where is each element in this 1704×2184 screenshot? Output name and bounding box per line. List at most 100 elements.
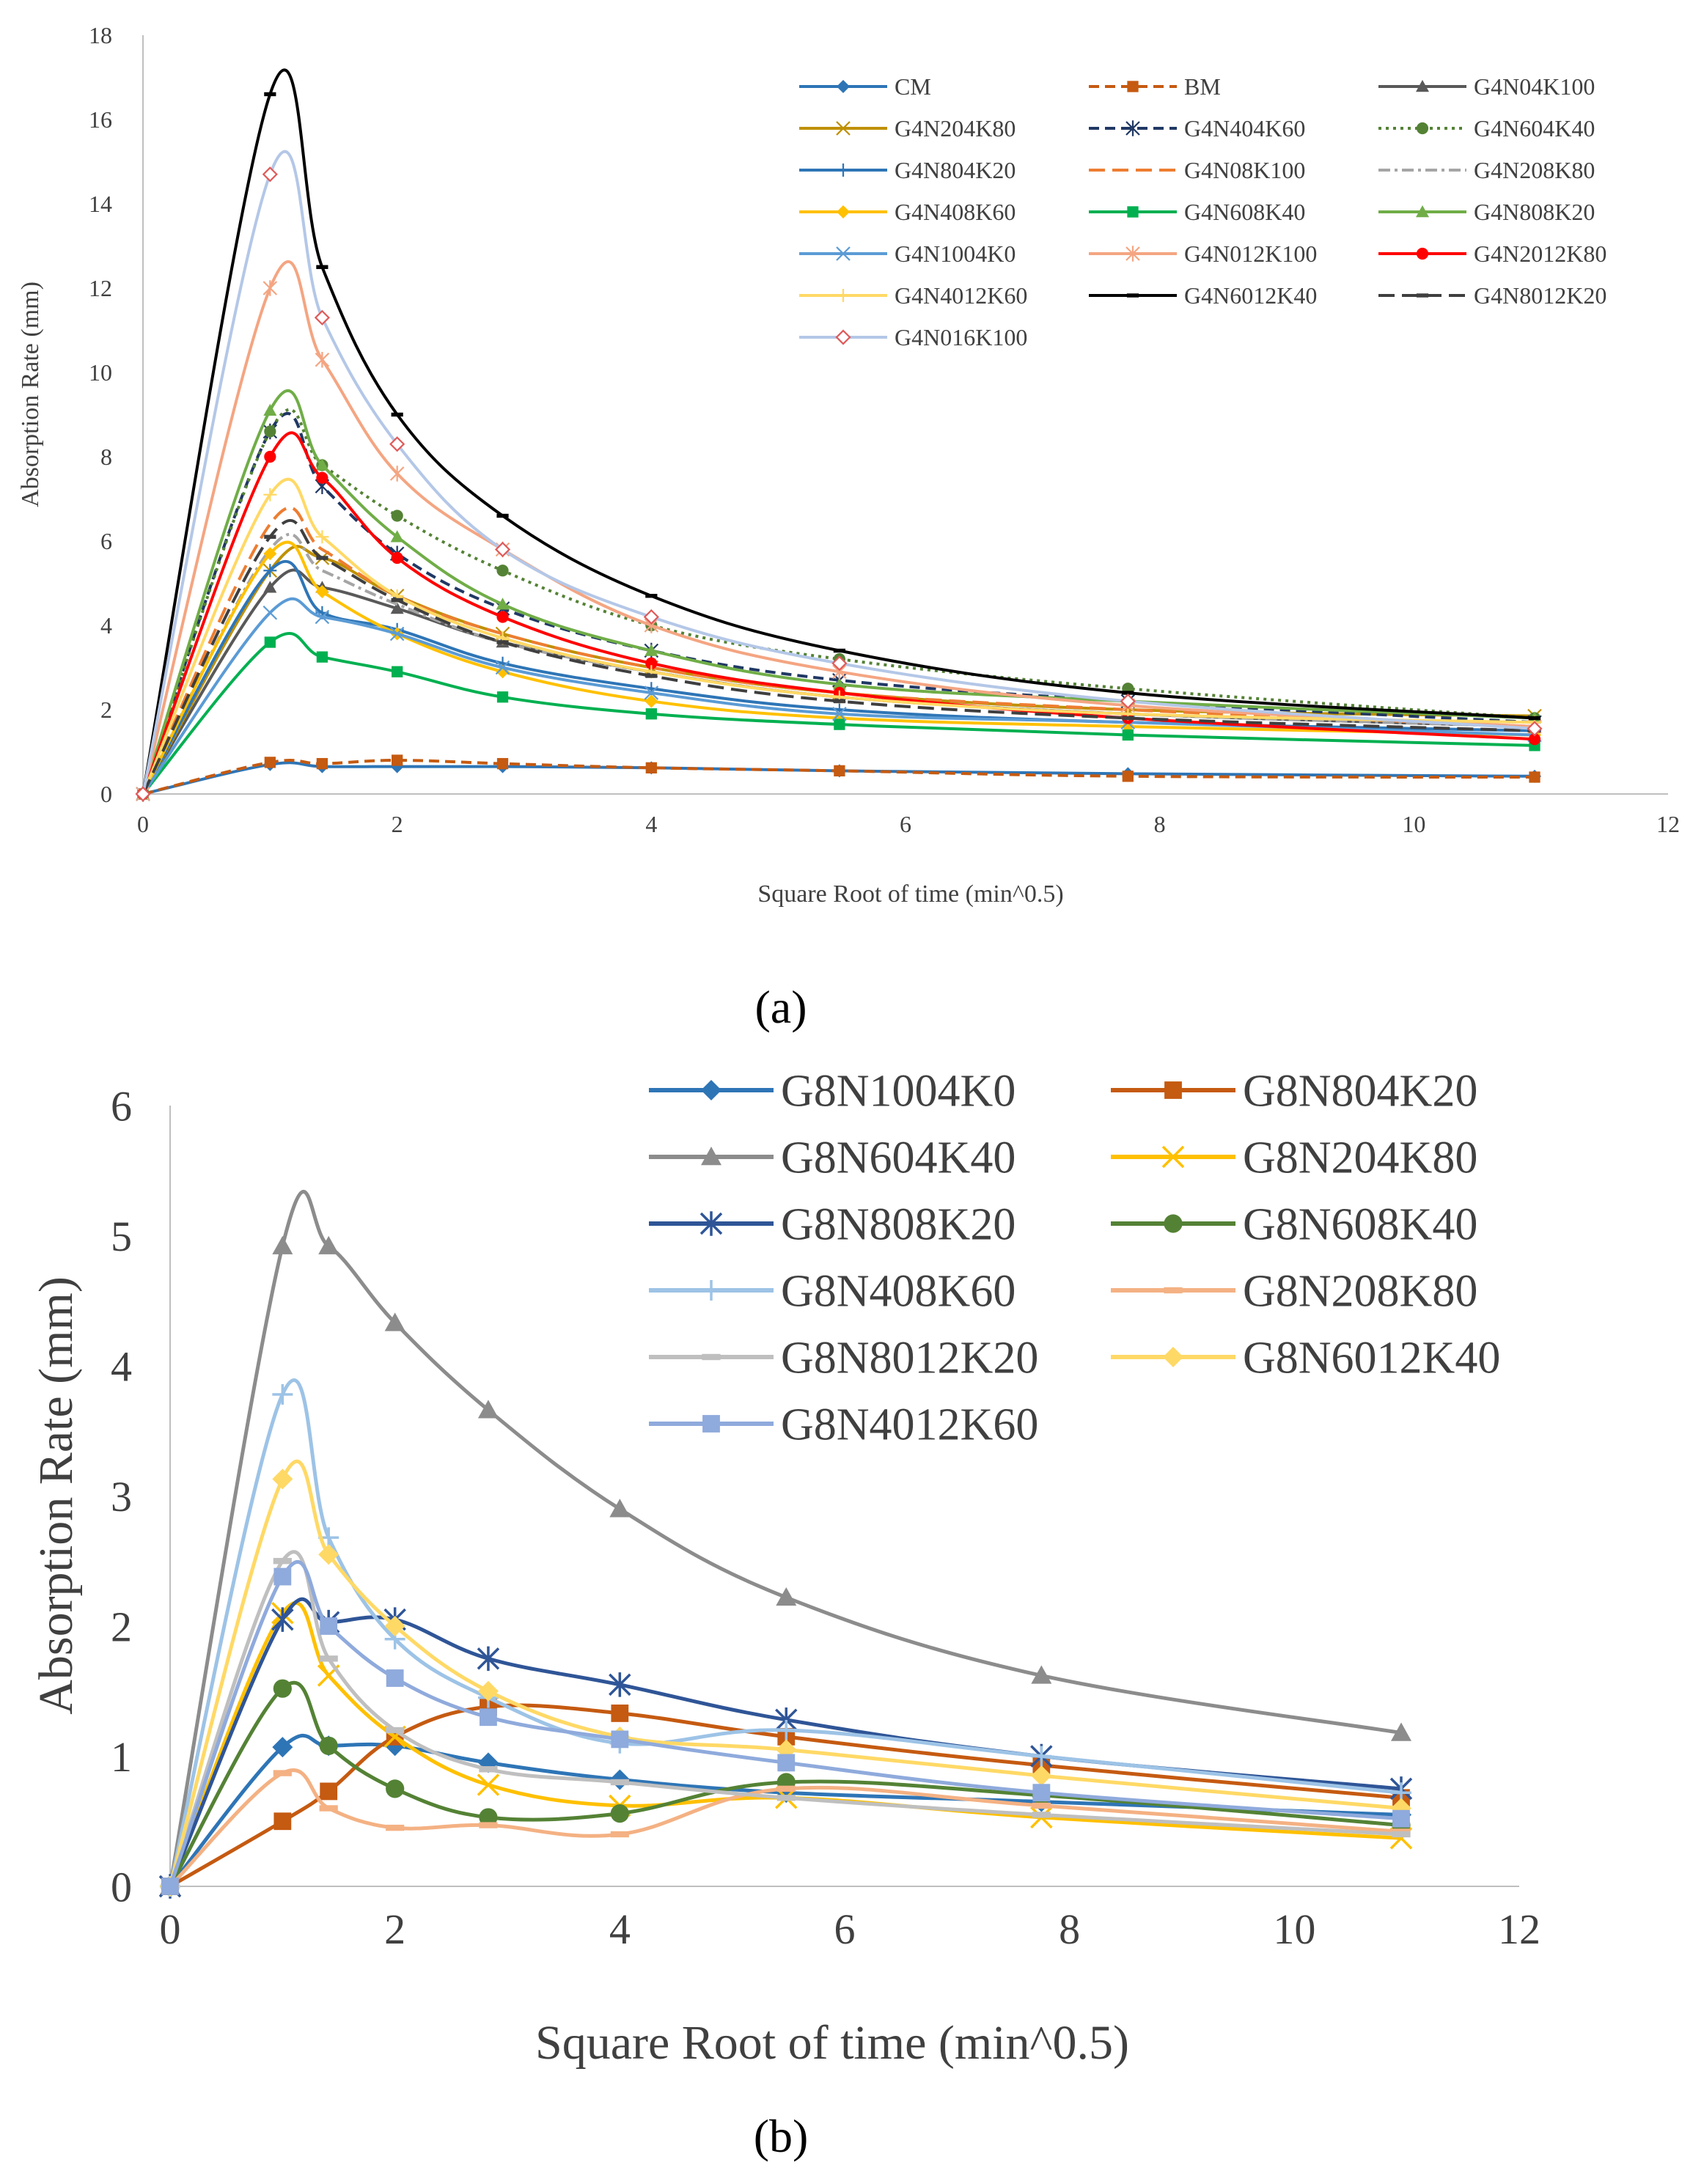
chart-a-series (135, 68, 1543, 802)
data-point (1122, 729, 1134, 741)
data-point (262, 605, 278, 620)
data-point (1392, 1831, 1411, 1838)
data-point (319, 1655, 338, 1662)
legend-marker (1416, 80, 1429, 92)
data-point (1032, 1802, 1051, 1809)
data-point (496, 640, 509, 644)
data-point (477, 1400, 499, 1419)
legend-item-g8n408k60: G8N408K60 (649, 1267, 1016, 1317)
legend-marker (1164, 1287, 1183, 1294)
legend-label: G4N8012K20 (1474, 282, 1606, 309)
legend-item-g8n604k40: G8N604K40 (649, 1133, 1016, 1183)
legend-item-g4n208k80: G4N208K80 (1378, 157, 1595, 183)
y-tick-label: 1 (111, 1733, 132, 1781)
data-point (477, 1646, 500, 1672)
legend-label: G4N608K40 (1184, 199, 1305, 225)
series-line-g8n1004k0 (169, 1733, 1402, 1888)
data-point (316, 757, 328, 770)
data-point (1528, 733, 1541, 746)
data-point (833, 699, 845, 704)
legend-marker (837, 205, 850, 218)
legend-label: G4N204K80 (895, 115, 1016, 141)
data-point (390, 530, 404, 543)
legend-label: G8N6012K40 (1243, 1334, 1500, 1383)
data-point (264, 92, 276, 97)
legend-label: G8N408K60 (781, 1267, 1016, 1317)
data-point (610, 1779, 629, 1786)
chart-a-xlabel: Square Root of time (min^0.5) (757, 880, 1063, 908)
legend-marker (702, 1353, 721, 1361)
series-line-g8n6012k40 (168, 1460, 1402, 1887)
chart-a-axes (142, 35, 1668, 795)
data-point (319, 1805, 338, 1812)
series-g8n4012k60 (161, 1560, 1410, 1895)
x-tick-label: 4 (645, 811, 657, 837)
data-point (776, 1586, 797, 1606)
data-point (391, 551, 403, 565)
legend-label: G8N608K40 (1243, 1200, 1477, 1250)
legend-item-cm: CM (799, 73, 931, 100)
data-point (390, 602, 404, 614)
legend-marker (701, 1280, 721, 1301)
data-point (1391, 1722, 1411, 1741)
legend-item-g4n604k40: G4N604K40 (1378, 115, 1595, 141)
y-tick-label: 0 (100, 781, 112, 807)
x-tick-label: 0 (137, 811, 149, 837)
x-tick-label: 10 (1402, 811, 1425, 837)
legend-marker (1125, 120, 1140, 136)
data-point (316, 265, 328, 269)
y-tick-label: 6 (100, 528, 112, 554)
data-point (264, 757, 276, 768)
y-tick-label: 0 (111, 1863, 132, 1911)
data-point (643, 608, 659, 625)
y-tick-label: 12 (89, 275, 112, 301)
legend-marker (1416, 122, 1429, 135)
data-point (391, 598, 403, 603)
legend-marker (835, 329, 851, 345)
legend-marker (837, 289, 850, 302)
data-point (1527, 721, 1543, 737)
x-tick-label: 0 (160, 1905, 181, 1953)
legend-label: G4N04K100 (1474, 73, 1595, 100)
data-point (496, 565, 509, 577)
legend-item-g8n1004k0: G8N1004K0 (649, 1067, 1016, 1117)
data-point (392, 666, 403, 677)
legend-label: G4N804K20 (895, 157, 1016, 183)
data-point (263, 547, 277, 561)
data-point (272, 1737, 293, 1758)
data-point (496, 513, 509, 518)
chart-a-ticks: 0 2 4 6 8 10 12 0 2 4 6 8 10 12 14 16 18 (89, 22, 1680, 837)
legend-label: G4N2012K80 (1474, 240, 1606, 267)
legend-item-g4n04k100: G4N04K100 (1378, 73, 1595, 100)
legend-label: G4N6012K40 (1184, 282, 1317, 309)
legend-label: G8N804K20 (1243, 1067, 1477, 1117)
data-point (477, 1773, 500, 1796)
legend-marker (701, 1147, 721, 1166)
chart-a: 0 2 4 6 8 10 12 0 2 4 6 8 10 12 14 16 18 CM BM G4N04K100 G4… (17, 22, 1680, 1033)
legend-item-g8n208k80: G8N208K80 (1111, 1267, 1477, 1317)
data-point (494, 541, 511, 558)
data-point (496, 598, 510, 610)
data-point (263, 403, 277, 416)
series-g4n6012k40 (136, 68, 1541, 796)
legend-marker (1126, 293, 1139, 298)
y-tick-label: 5 (111, 1213, 132, 1260)
data-point (386, 1727, 405, 1734)
x-tick-label: 10 (1273, 1905, 1315, 1953)
data-point (477, 1680, 499, 1702)
legend-item-bm: BM (1089, 73, 1221, 100)
data-point (645, 594, 658, 598)
data-point (271, 1607, 294, 1632)
data-point (389, 626, 405, 641)
legend-item-g4n012k100: G4N012K100 (1089, 240, 1317, 267)
data-point (479, 1822, 498, 1828)
data-point (776, 1720, 797, 1740)
data-point (1120, 693, 1136, 710)
data-point (834, 718, 845, 730)
data-point (318, 1235, 339, 1254)
data-point (391, 412, 403, 417)
legend-label: G8N204K80 (1243, 1133, 1477, 1183)
data-point (609, 1499, 631, 1518)
x-tick-label: 6 (834, 1905, 856, 1953)
